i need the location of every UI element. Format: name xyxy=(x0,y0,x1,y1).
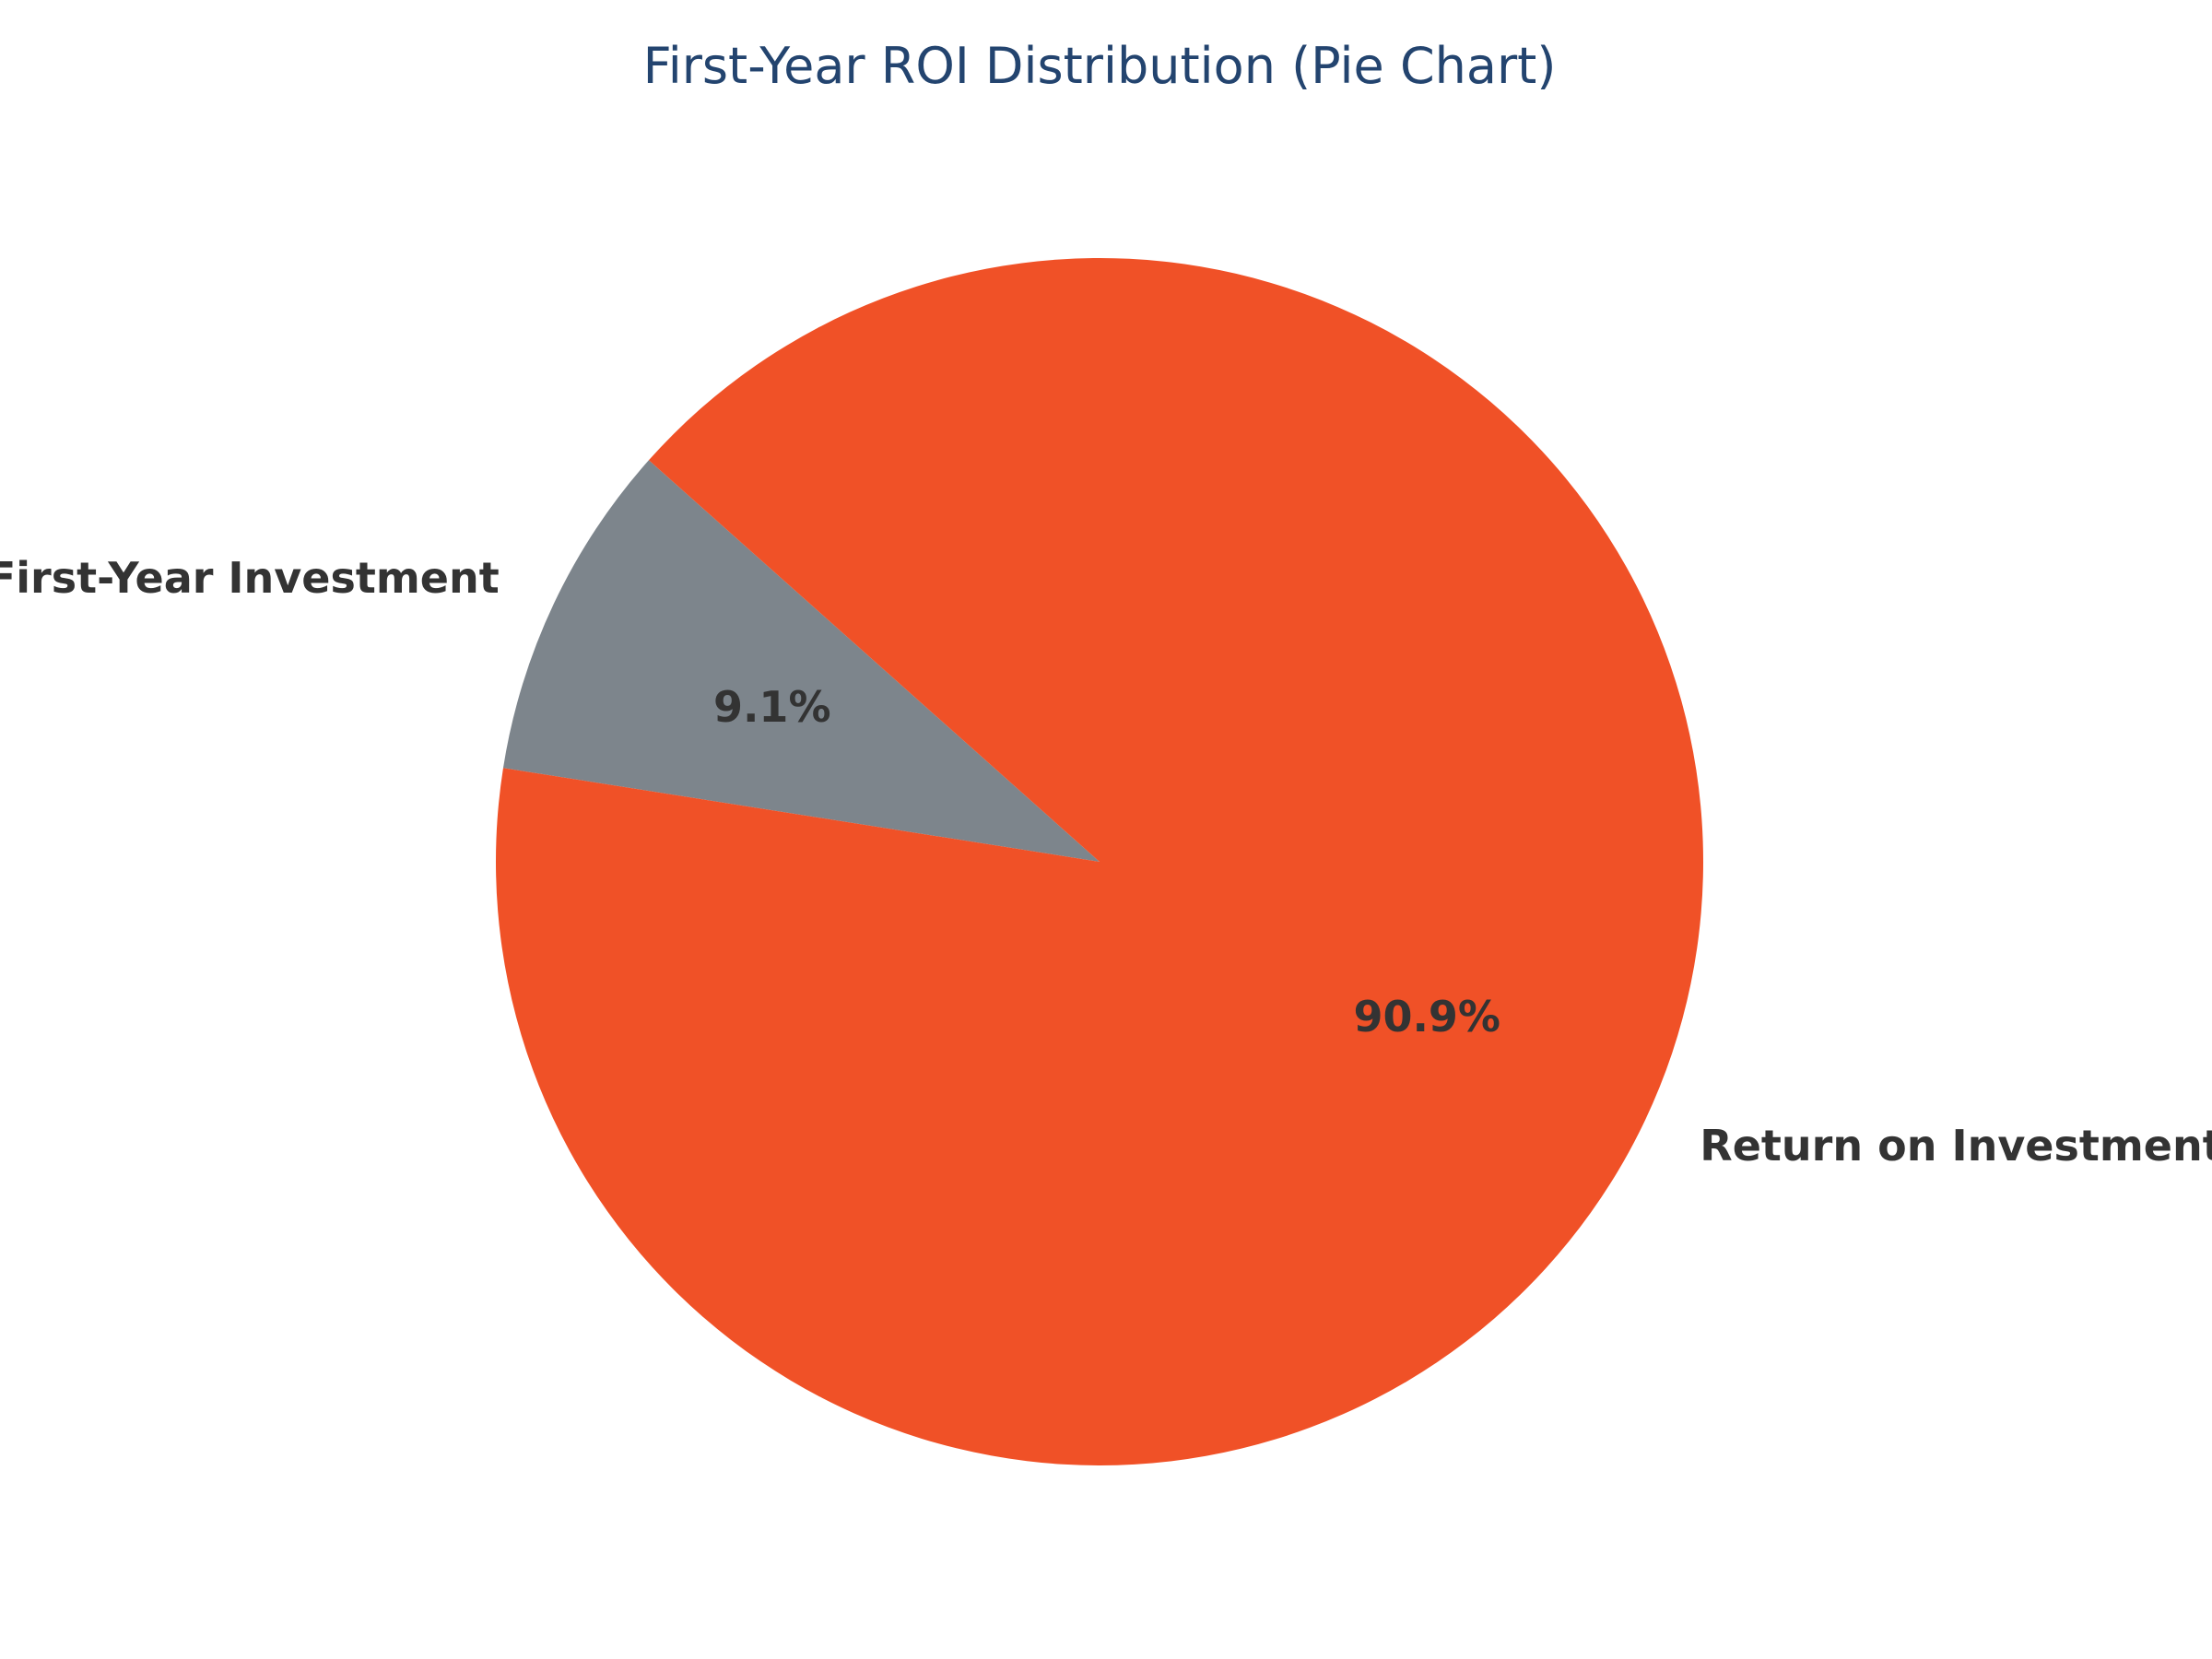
pie-slice-return-on-investment xyxy=(496,257,1704,1465)
pie-labels: 9.1% First-Year Investment 90.9% Return on … xyxy=(0,553,2212,1171)
chart-title: First-Year ROI Distribution (Pie Chart) xyxy=(643,37,1557,95)
pie-slices xyxy=(496,257,1704,1465)
pie-value-label: 9.1% xyxy=(713,682,831,732)
pie-value-label: 90.9% xyxy=(1353,992,1500,1041)
pie-category-label: First-Year Investment xyxy=(0,553,500,603)
pie-slice-first-year-investment xyxy=(502,460,1100,862)
pie-category-label: Return on Investment xyxy=(1700,1121,2212,1171)
